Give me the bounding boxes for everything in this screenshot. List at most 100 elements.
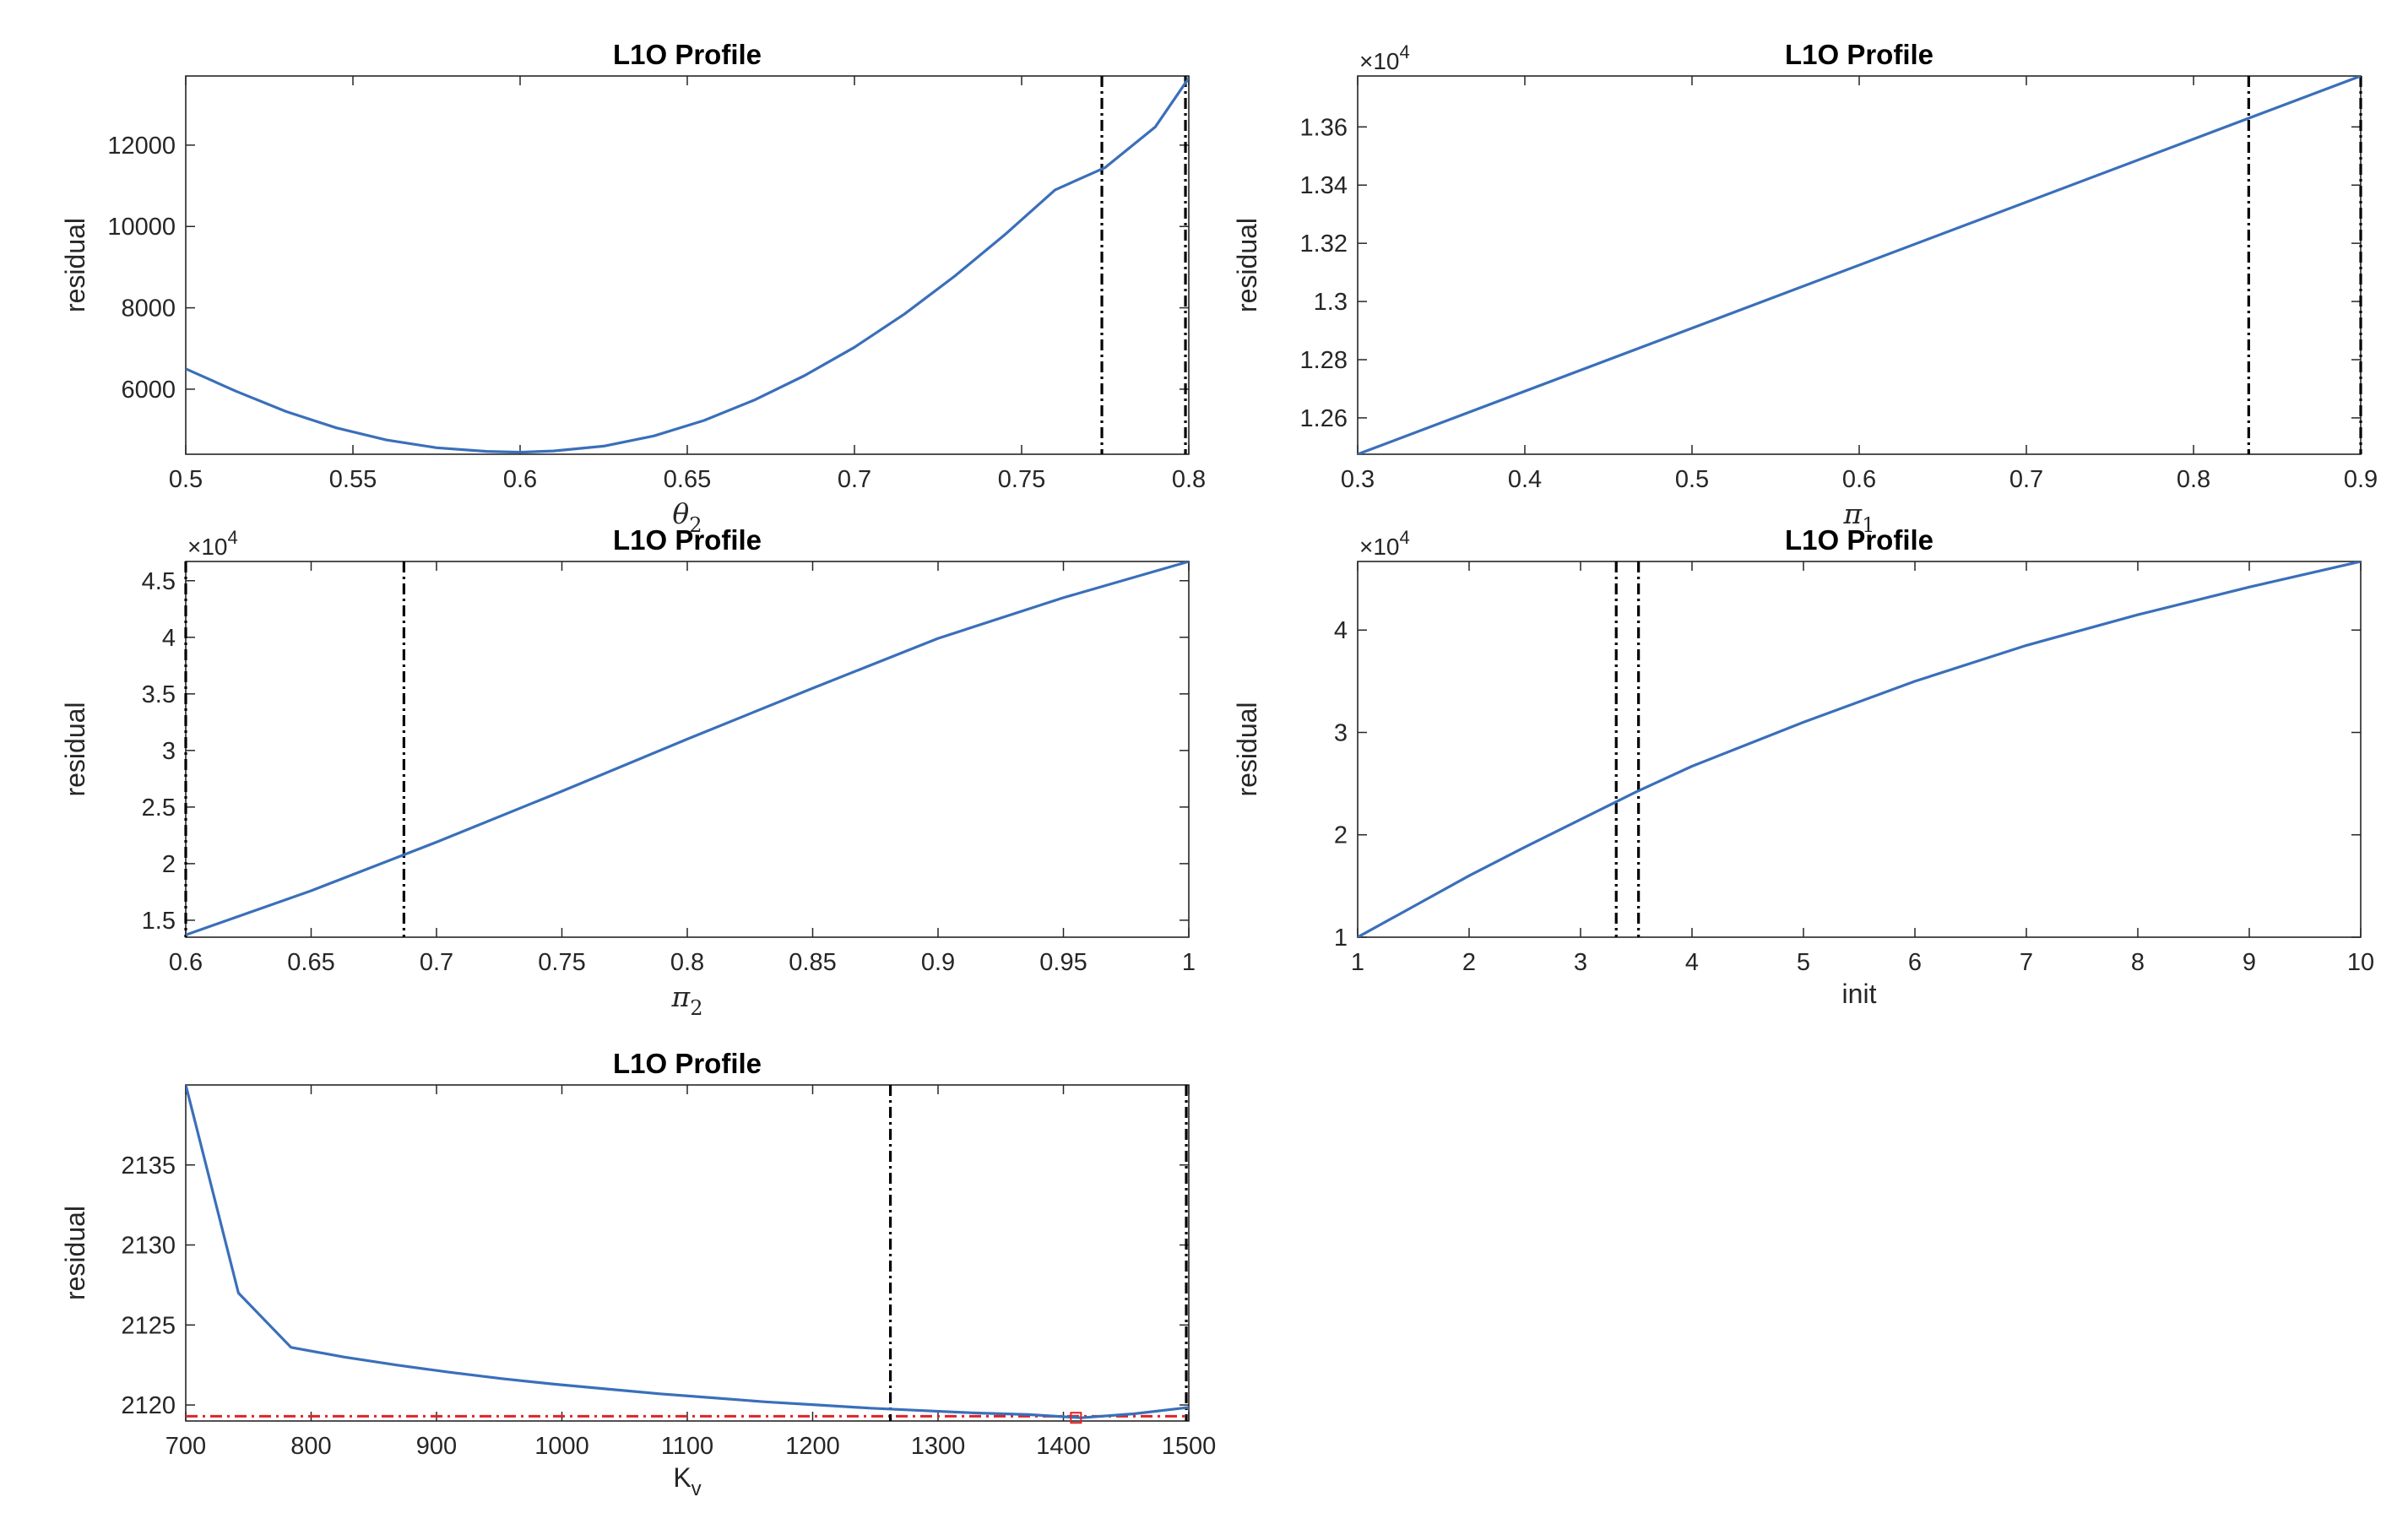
x-tick-label: 6 xyxy=(1908,949,1922,976)
y-exponent: ×104 xyxy=(1359,41,1410,74)
x-tick-label: 7 xyxy=(2020,949,2033,976)
x-tick-label: 9 xyxy=(2243,949,2256,976)
x-tick-label: 900 xyxy=(416,1433,457,1460)
y-tick-label: 3 xyxy=(162,738,176,765)
x-axis-label: π1 xyxy=(1843,497,1875,537)
y-axis-label: residual xyxy=(1232,702,1262,796)
y-tick-label: 4 xyxy=(162,625,176,652)
axes-frame xyxy=(185,1084,1190,1422)
chart-title: L1O Profile xyxy=(1785,524,1933,556)
chart-title: L1O Profile xyxy=(613,1048,762,1079)
profile-line xyxy=(1358,76,2361,454)
y-tick-label: 12000 xyxy=(107,133,176,160)
chart-title: L1O Profile xyxy=(613,524,762,556)
x-tick-label: 3 xyxy=(1574,949,1587,976)
x-tick-label: 1300 xyxy=(911,1433,966,1460)
y-tick-label: 2125 xyxy=(121,1312,176,1339)
x-tick-label: 0.6 xyxy=(169,949,203,976)
y-tick-label: 1.34 xyxy=(1300,172,1348,199)
x-tick-label: 0.75 xyxy=(538,949,585,976)
x-tick-label: 1 xyxy=(1351,949,1364,976)
y-tick-label: 1.5 xyxy=(142,908,176,935)
y-tick-label: 3.5 xyxy=(142,681,176,708)
x-tick-label: 0.95 xyxy=(1039,949,1087,976)
x-tick-label: 0.7 xyxy=(838,466,871,493)
y-axis-label: residual xyxy=(60,218,90,312)
y-axis-label: residual xyxy=(60,702,90,796)
x-tick-label: 1500 xyxy=(1162,1433,1217,1460)
x-axis-label: init xyxy=(1842,979,1877,1009)
x-tick-label: 1 xyxy=(1182,949,1196,976)
x-tick-label: 0.65 xyxy=(287,949,334,976)
x-tick-label: 0.7 xyxy=(2009,466,2043,493)
axes-frame xyxy=(185,75,1190,455)
profile-line xyxy=(186,1085,1189,1419)
optimum-marker xyxy=(1070,1412,1082,1424)
x-tick-label: 1100 xyxy=(661,1433,713,1460)
y-tick-label: 8000 xyxy=(121,296,176,323)
x-tick-label: 1200 xyxy=(785,1433,840,1460)
x-tick-label: 0.55 xyxy=(329,466,377,493)
y-tick-label: 6000 xyxy=(121,377,176,404)
x-tick-label: 0.4 xyxy=(1508,466,1542,493)
y-tick-label: 2.5 xyxy=(142,795,176,822)
subplot-kv: 700 800 900 1000 1100 1200 1300 1400 1500 2120 212… xyxy=(60,1048,1216,1500)
x-tick-label: 0.6 xyxy=(1842,466,1876,493)
x-tick-label: 0.65 xyxy=(664,466,711,493)
y-tick-label: 1.32 xyxy=(1300,230,1348,258)
x-tick-label: 2 xyxy=(1462,949,1476,976)
chart-title: L1O Profile xyxy=(1785,39,1933,70)
y-tick-label: 1.36 xyxy=(1300,114,1348,141)
x-tick-label: 4 xyxy=(1685,949,1699,976)
y-tick-label: 1 xyxy=(1334,925,1348,952)
chart-title: L1O Profile xyxy=(613,39,762,70)
x-tick-label: 700 xyxy=(165,1433,206,1460)
x-axis-label: π2 xyxy=(671,980,703,1020)
x-tick-label: 1400 xyxy=(1036,1433,1091,1460)
y-tick-label: 3 xyxy=(1334,719,1348,746)
y-tick-label: 2120 xyxy=(121,1392,176,1419)
x-axis-label: θ2 xyxy=(672,497,702,537)
y-tick-label: 2 xyxy=(1334,822,1348,849)
y-tick-label: 1.3 xyxy=(1314,289,1348,316)
x-tick-label: 5 xyxy=(1797,949,1810,976)
x-tick-label: 0.9 xyxy=(921,949,955,976)
x-tick-label: 0.8 xyxy=(670,949,704,976)
y-tick-label: 1.26 xyxy=(1300,405,1348,432)
y-tick-label: 2135 xyxy=(121,1152,176,1180)
x-tick-label: 0.3 xyxy=(1341,466,1375,493)
subplot-pi1: 0.3 0.4 0.5 0.6 0.7 0.8 0.9 1.26 1.28 1.3 1.32 1.34… xyxy=(1232,39,2378,537)
profile-line xyxy=(1358,561,2361,937)
x-axis-label: Kv xyxy=(673,1462,701,1500)
subplot-theta2: 0.5 0.55 0.6 0.65 0.7 0.75 0.8 6000 8000 10000 120… xyxy=(60,39,1206,537)
y-tick-label: 4.5 xyxy=(142,568,176,595)
x-tick-label: 0.8 xyxy=(1172,466,1206,493)
subplot-pi2: 0.6 0.65 0.7 0.75 0.8 0.85 0.9 0.95 1 1.5 2 2.5 3 3.5… xyxy=(60,524,1196,1020)
x-tick-label: 1000 xyxy=(534,1433,589,1460)
y-axis-label: residual xyxy=(60,1206,90,1300)
x-tick-label: 0.6 xyxy=(503,466,537,493)
x-tick-label: 10 xyxy=(2347,949,2374,976)
x-tick-label: 0.5 xyxy=(1675,466,1709,493)
x-tick-label: 0.5 xyxy=(169,466,203,493)
x-tick-label: 8 xyxy=(2131,949,2145,976)
y-axis-label: residual xyxy=(1232,218,1262,312)
x-tick-label: 0.7 xyxy=(420,949,453,976)
y-tick-label: 4 xyxy=(1334,617,1348,644)
y-tick-label: 10000 xyxy=(107,214,176,241)
x-tick-label: 0.85 xyxy=(789,949,836,976)
subplot-init: 1 2 3 4 5 6 7 8 9 10 1 2 3 4 L1O Profile ×104 residual in… xyxy=(1232,524,2374,1009)
x-tick-label: 0.9 xyxy=(2344,466,2378,493)
x-tick-label: 800 xyxy=(290,1433,331,1460)
y-exponent: ×104 xyxy=(187,527,238,560)
y-tick-label: 2 xyxy=(162,851,176,878)
profile-line xyxy=(186,561,1189,936)
x-tick-label: 0.75 xyxy=(998,466,1045,493)
y-exponent: ×104 xyxy=(1359,527,1410,560)
y-tick-label: 2130 xyxy=(121,1233,176,1260)
profile-line xyxy=(186,77,1189,454)
x-tick-label: 0.8 xyxy=(2177,466,2210,493)
axes-frame xyxy=(1357,561,2362,938)
y-tick-label: 1.28 xyxy=(1300,347,1348,374)
